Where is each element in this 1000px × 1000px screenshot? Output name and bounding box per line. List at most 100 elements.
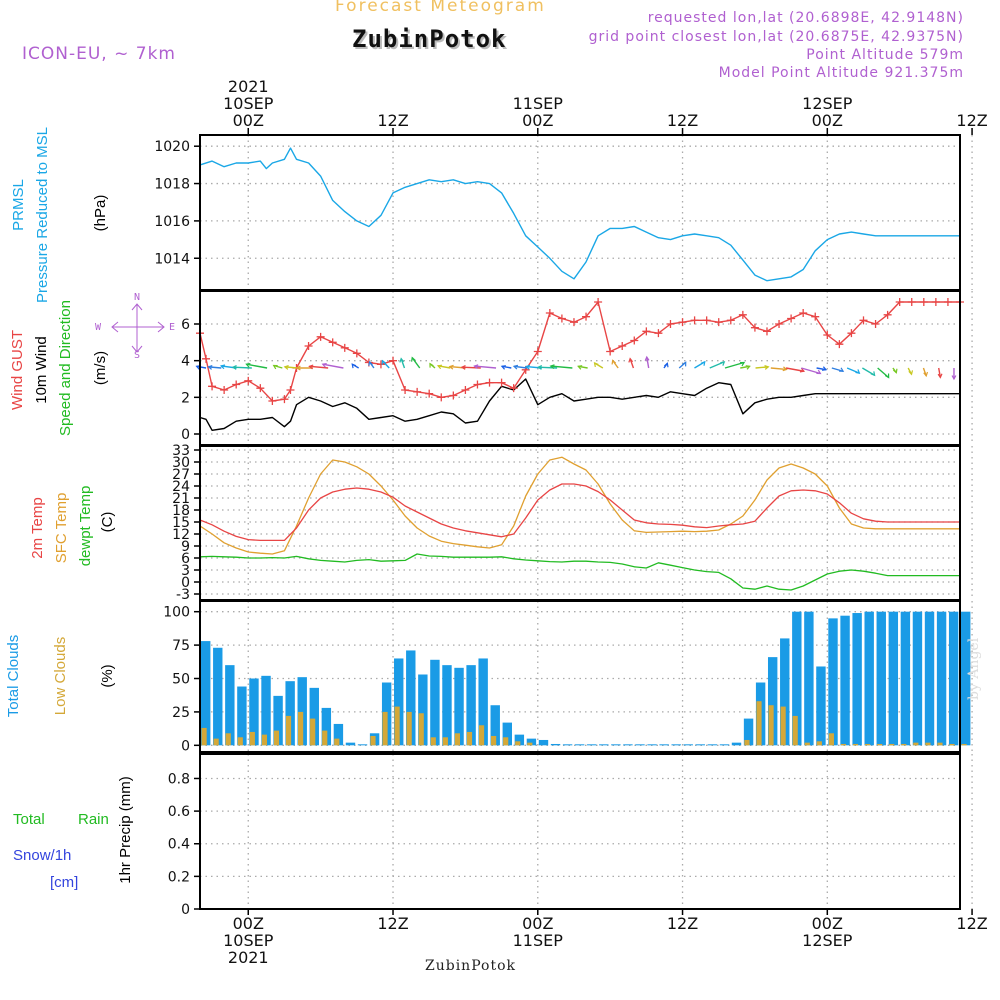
gust-marker xyxy=(787,314,796,323)
y-tick-label: 75 xyxy=(172,638,190,654)
total-rain-label-total: Total xyxy=(13,811,45,828)
wind-direction-label: Speed and Direction xyxy=(57,300,74,436)
low-cloud-bar xyxy=(237,737,243,746)
total-cloud-bar xyxy=(201,641,211,746)
total-cloud-bar xyxy=(719,744,730,746)
total-cloud-bar xyxy=(623,744,633,746)
top-time-label: 12SEP xyxy=(802,94,853,113)
y-tick-label: 18 xyxy=(172,503,190,519)
model-name: ICON-EU, ~ 7km xyxy=(22,44,176,64)
gust-marker xyxy=(533,347,542,356)
bottom-time-label: 11SEP xyxy=(513,931,564,950)
y-tick-label: 1018 xyxy=(154,177,190,193)
low-cloud-bar xyxy=(418,713,424,746)
total-cloud-bar xyxy=(574,744,585,746)
y-tick-label: 0 xyxy=(181,427,190,443)
wind-direction-arrowhead xyxy=(937,373,943,379)
bottom-time-label: 00Z xyxy=(812,914,843,933)
wind-direction-arrow xyxy=(538,366,558,369)
gust-marker xyxy=(690,316,699,325)
total-cloud-bar xyxy=(261,675,271,746)
low-cloud-bar xyxy=(828,733,834,746)
wind-direction-arrowhead xyxy=(429,362,434,368)
total-cloud-bar xyxy=(683,744,693,746)
gust-marker xyxy=(714,318,723,327)
low-cloud-bar xyxy=(937,742,943,746)
wind-direction-arrowhead xyxy=(663,362,669,368)
y-tick-label: 9 xyxy=(181,539,190,555)
gust-marker xyxy=(268,397,277,405)
gust-marker xyxy=(630,336,639,345)
panel-frame-temp xyxy=(199,445,961,601)
total-cloud-bar xyxy=(828,618,838,746)
compass-south: S xyxy=(134,350,140,361)
gust-marker xyxy=(497,378,506,387)
low-cloud-bar xyxy=(225,733,231,746)
top-time-label: 10SEP xyxy=(223,94,274,113)
total-cloud-bar xyxy=(707,744,718,746)
total-cloud-bar xyxy=(406,650,416,746)
wind-direction-arrowhead xyxy=(245,363,251,368)
total-cloud-bar xyxy=(961,611,971,746)
wind-direction-arrow xyxy=(938,367,942,378)
low-cloud-bar xyxy=(213,738,219,746)
total-cloud-bar xyxy=(550,743,561,746)
low-cloud-bar xyxy=(273,730,280,746)
top-time-label: 2021 xyxy=(228,77,269,96)
total-cloud-bar xyxy=(888,611,899,746)
snow-label: Snow/1h xyxy=(13,847,71,864)
gust-marker xyxy=(316,332,325,341)
low-cloud-bar xyxy=(466,731,473,746)
2m-temp-label: 2m Temp xyxy=(29,497,46,558)
gust-marker xyxy=(594,298,603,306)
total-cloud-bar xyxy=(321,707,332,746)
total-cloud-bar xyxy=(237,686,247,746)
wind-gust-label: Wind GUST xyxy=(9,330,26,410)
wind-direction-arrow xyxy=(801,367,821,375)
watermark: by Angel xyxy=(966,637,982,700)
total-cloud-bar xyxy=(671,744,681,746)
gust-marker xyxy=(799,309,808,317)
wind-direction-arrowhead xyxy=(700,360,706,366)
total-cloud-bar xyxy=(816,666,826,746)
wind-direction-arrowhead xyxy=(272,364,278,370)
wind-direction-arrowhead xyxy=(745,365,751,370)
wind-direction-arrowhead xyxy=(720,361,726,366)
total-cloud-bar xyxy=(333,723,344,746)
low-cloud-bar xyxy=(334,738,340,746)
gust-marker xyxy=(286,386,295,394)
total-cloud-bar xyxy=(840,615,850,746)
gust-marker xyxy=(847,329,856,338)
wind-direction-arrowhead xyxy=(231,365,237,370)
y-tick-label: 3 xyxy=(181,563,190,579)
wind-direction-arrow xyxy=(461,366,481,369)
sfc-temp-label: SFC Temp xyxy=(53,493,70,564)
low-cloud-bar xyxy=(261,734,267,746)
total-cloud-bar xyxy=(731,742,742,746)
wind-direction-arrowhead xyxy=(512,364,519,370)
footer-location: ZubinPotok xyxy=(425,958,517,974)
total-cloud-bar xyxy=(514,734,525,746)
gust-marker xyxy=(582,312,591,321)
low-cloud-bar xyxy=(949,743,955,746)
low-cloud-bar xyxy=(201,727,207,746)
y-tick-label: 2 xyxy=(181,390,190,406)
gust-marker xyxy=(618,342,627,350)
low-cloud-bar xyxy=(298,711,304,746)
low-cloud-bar xyxy=(840,743,847,746)
low-cloud-bar xyxy=(406,711,412,746)
dewpoint-label: dewpt Temp xyxy=(77,486,94,567)
gust-marker xyxy=(883,310,892,319)
gust-marker xyxy=(654,329,663,338)
y-tick-label: 30 xyxy=(172,455,190,471)
total-cloud-bar xyxy=(454,667,464,746)
wind-direction-arrow xyxy=(770,367,787,371)
top-time-label: 12Z xyxy=(667,111,698,130)
y-tick-label: 1014 xyxy=(154,251,190,267)
y-tick-label: 0.4 xyxy=(168,837,190,853)
total-cloud-bar xyxy=(345,742,356,746)
pressure-line xyxy=(199,147,960,282)
wind-direction-arrowhead xyxy=(782,366,788,372)
y-tick-label: 0 xyxy=(181,738,190,754)
total-cloud-bar xyxy=(611,744,621,746)
